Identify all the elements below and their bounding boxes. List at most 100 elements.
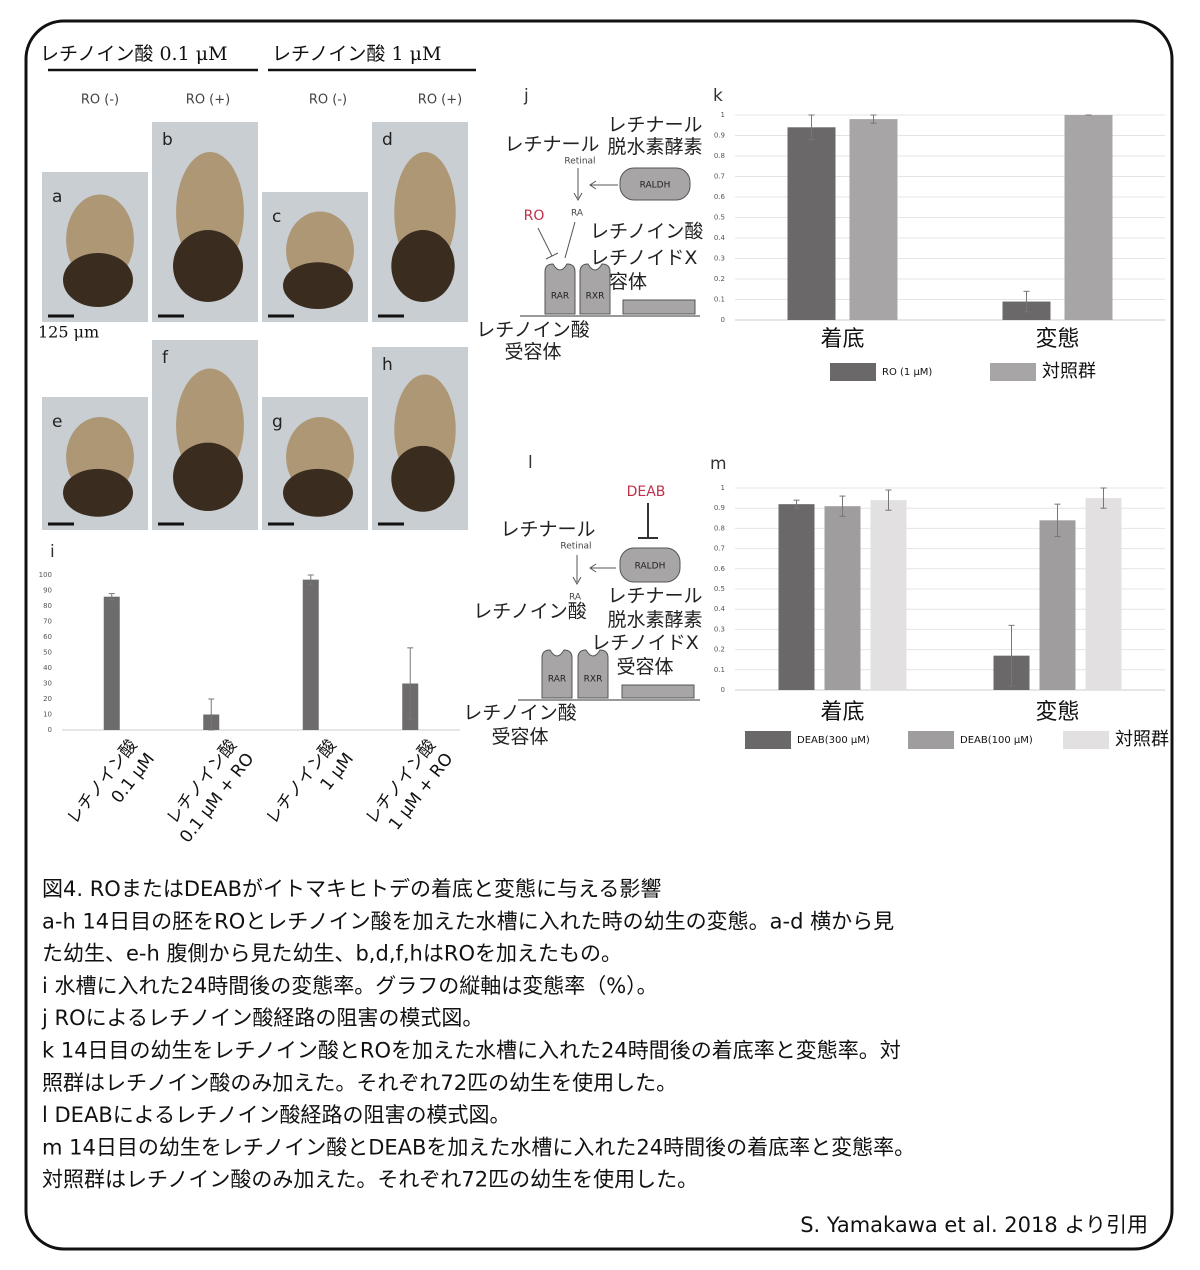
label: RA (569, 593, 582, 603)
label: Retinal (560, 542, 591, 552)
y-tick-label: 0.2 (714, 275, 725, 283)
y-tick-label: 0 (721, 316, 725, 324)
caption-line: l DEABによるレチノイン酸経路の阻害の模式図。 (42, 1103, 510, 1127)
diagram-j: j レチナール脱水素酵素 レチナール Retinal RALDH RO RA レ… (476, 86, 703, 363)
panel-label: l (528, 453, 533, 473)
y-tick-label: 60 (43, 633, 52, 641)
y-tick-label: 0.6 (714, 565, 726, 573)
y-tick-label: 0.3 (714, 255, 725, 263)
credit: S. Yamakawa et al. 2018 より引用 (800, 1213, 1148, 1237)
panel-label: d (382, 130, 393, 150)
error-bar (407, 647, 414, 720)
panel-label: f (162, 348, 169, 368)
label: RAR (551, 292, 569, 302)
y-tick-label: 0.5 (714, 214, 725, 222)
error-bar (885, 489, 892, 511)
legend-label: 対照群 (1115, 729, 1169, 750)
arrow (564, 221, 576, 259)
caption-line: た幼生、e-h 腹側から見た幼生、b,d,f,hはROを加えたもの。 (42, 942, 622, 966)
caption-line: k 14日目の幼生をレチノイン酸とROを加えた水槽に入れた24時間後の着底率と変… (42, 1039, 901, 1063)
bar (103, 596, 120, 730)
bar (302, 579, 319, 730)
caption-line: 図4. ROまたはDEABがイトマキヒトデの着底と変態に与える影響 (42, 877, 661, 901)
arrowhead (589, 180, 597, 190)
label: レチナール脱水素酵素 (607, 114, 702, 158)
y-tick-label: 90 (43, 587, 52, 595)
larva-gut (391, 445, 455, 512)
larva-gut (173, 442, 243, 511)
group-label: レチノイン酸 0.1 μM (40, 43, 228, 65)
y-tick-label: 0.9 (714, 132, 725, 140)
y-tick-label: 0.5 (714, 585, 725, 593)
legend-swatch (745, 731, 791, 749)
y-tick-label: 1 (721, 111, 725, 119)
legend-label: DEAB(300 μM) (797, 735, 870, 746)
dna (621, 684, 695, 699)
label: RXR (584, 675, 603, 685)
legend-swatch (990, 363, 1036, 381)
y-tick-label: 0.4 (714, 605, 726, 613)
label: Retinal (564, 157, 595, 167)
label: レチノイン酸受容体 (476, 319, 589, 363)
bar (787, 127, 836, 320)
error-bar (208, 698, 215, 731)
y-tick-label: 20 (43, 695, 52, 703)
legend-swatch (830, 363, 876, 381)
caption-line: m 14日目の幼生をレチノイン酸とDEABを加えた水槽に入れた24時間後の着底率… (42, 1135, 915, 1159)
y-tick-label: 50 (43, 649, 52, 657)
x-tick-label: 着底 (820, 700, 864, 725)
panel-label: e (52, 412, 62, 432)
y-tick-label: 0.4 (714, 234, 726, 242)
bar (849, 119, 898, 320)
error-bar (108, 593, 115, 601)
error-bar (1054, 503, 1061, 537)
x-tick-label: 変態 (1035, 700, 1079, 725)
bar (1085, 498, 1122, 690)
legend-label: DEAB(100 μM) (960, 735, 1033, 746)
caption: 図4. ROまたはDEABがイトマキヒトデの着底と変態に与える影響 a-h 14日… (41, 877, 915, 1192)
column-label: RO (-) (81, 93, 119, 108)
arrowhead (589, 563, 597, 573)
larva-gut (391, 230, 455, 302)
bar (870, 500, 907, 690)
panel-label: i (50, 542, 55, 562)
caption-line: 照群はレチノイン酸のみ加えた。それぞれ72匹の幼生を使用した。 (42, 1071, 677, 1095)
x-tick-label: 変態 (1035, 327, 1079, 352)
legend-swatch (1063, 731, 1109, 749)
error-bar (1008, 624, 1015, 687)
arrowhead (573, 192, 583, 202)
receptor (544, 263, 576, 315)
x-tick-label: 着底 (820, 327, 864, 352)
receptor (541, 649, 573, 699)
label: RALDH (640, 181, 671, 191)
bar (824, 506, 861, 690)
label: レチナール (504, 134, 599, 156)
label: レチナール脱水素酵素 (607, 585, 702, 631)
larva-gut (63, 468, 133, 517)
legend-swatch (908, 731, 954, 749)
y-tick-label: 0.3 (714, 625, 725, 633)
legend-label: 対照群 (1042, 361, 1096, 382)
error-bar (839, 495, 846, 517)
diagram-l: l DEAB レチナール Retinal RALDH RA レチノイン酸 レチナ… (463, 453, 702, 748)
panel-label: g (272, 412, 283, 432)
receptor (579, 263, 611, 315)
error-bar (1023, 290, 1030, 313)
panel-label: h (382, 355, 393, 375)
y-tick-label: 0.9 (714, 504, 725, 512)
y-tick-label: 0.6 (714, 193, 726, 201)
panel-label: a (52, 187, 62, 207)
arrowhead (572, 576, 582, 586)
panel-label: m (710, 454, 727, 474)
caption-line: j ROによるレチノイン酸経路の阻害の模式図。 (41, 1006, 483, 1030)
scale-label: 125 μm (38, 323, 99, 342)
larva-gut (173, 230, 243, 302)
y-tick-label: 0.7 (714, 173, 725, 181)
label: RAR (548, 675, 566, 685)
y-tick-label: 100 (39, 571, 52, 579)
y-tick-label: 0.1 (714, 666, 725, 674)
column-label: RO (+) (186, 93, 230, 108)
label: RXR (586, 292, 605, 302)
column-label: RO (+) (418, 93, 462, 108)
error-bar (870, 114, 877, 124)
